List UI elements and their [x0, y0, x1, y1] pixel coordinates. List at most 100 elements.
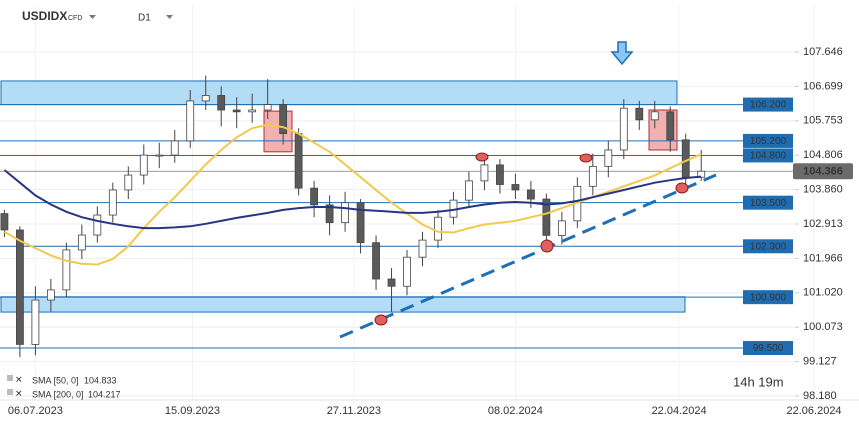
candle-body	[279, 104, 288, 135]
y-tick-label: 101.966	[803, 252, 843, 264]
legend-close[interactable]: ✕	[15, 374, 23, 384]
y-tick-label: 98.180	[803, 390, 837, 402]
legend: ✕ SMA [50, 0] 104.833 ✕ SMA [200, 0] 104…	[7, 374, 121, 399]
symbol-dropdown[interactable]	[89, 15, 96, 19]
candle-body	[604, 149, 613, 167]
level-tag	[743, 239, 793, 254]
y-tick-label: 107.646	[803, 46, 843, 58]
y-tick-label: 99.127	[803, 355, 837, 367]
price-tag	[793, 163, 853, 180]
candle-body	[77, 234, 86, 251]
level-label: 105.200	[750, 136, 787, 147]
candle-body	[341, 202, 349, 224]
candle-body	[16, 229, 24, 345]
down-arrow	[610, 41, 634, 66]
x-tick-label: 22.04.2024	[652, 405, 707, 417]
candle-body	[434, 216, 442, 241]
moving-averages	[3, 123, 702, 266]
candle-body	[31, 299, 40, 345]
level-tag	[743, 148, 793, 163]
marker	[579, 153, 593, 163]
candle-body	[217, 95, 226, 111]
header: USDIDX CFD D1	[22, 9, 173, 24]
candle-body	[93, 214, 102, 236]
y-tick-label: 101.020	[803, 287, 843, 299]
candle-body	[186, 100, 195, 142]
marker	[540, 239, 554, 253]
y-tick-label: 106.699	[803, 80, 843, 92]
level-tag	[743, 97, 793, 112]
level-tag	[743, 195, 793, 210]
legend-icon[interactable]	[7, 389, 13, 395]
legend-close[interactable]: ✕	[15, 388, 23, 398]
annotations	[339, 41, 717, 339]
level-label: 102.300	[750, 241, 787, 252]
candles	[0, 75, 706, 358]
zone	[0, 296, 686, 313]
candle-body	[294, 133, 303, 189]
price-tag-label: 104.366	[803, 166, 843, 178]
candle-body	[232, 109, 241, 113]
y-tick-label: 102.913	[803, 218, 843, 230]
marker	[475, 152, 489, 162]
x-tick-label: 08.02.2024	[488, 405, 543, 417]
trend-line	[339, 173, 717, 339]
x-tick-label: 22.06.2024	[787, 405, 842, 417]
legend-name: SMA [200, 0]	[32, 389, 84, 399]
candle-body	[263, 104, 272, 111]
marker	[374, 314, 388, 326]
y-tick-label: 100.073	[803, 321, 843, 333]
level-label: 100.900	[750, 292, 787, 303]
level-label: 104.800	[750, 151, 787, 162]
legend-value: 104.833	[84, 375, 117, 385]
candle-body	[480, 164, 489, 182]
sma-line	[3, 169, 702, 230]
x-tick-label: 06.07.2023	[8, 405, 63, 417]
y-tick-label: 104.806	[803, 149, 843, 161]
candle-body	[0, 213, 9, 231]
level-tag	[743, 290, 793, 305]
marker	[675, 182, 689, 194]
legend-value: 104.217	[88, 389, 121, 399]
bar-timer: 14h 19m	[733, 374, 784, 389]
x-tick-label: 27.11.2023	[327, 405, 381, 417]
highlight-box	[263, 110, 293, 153]
levels: 106.200 105.200 104.800 103.500 102.300 100.9…	[0, 97, 795, 356]
symbol: USDIDX	[22, 9, 67, 23]
zone	[0, 80, 678, 106]
candle-body	[124, 174, 133, 191]
candle-body	[170, 140, 179, 156]
candle-body	[62, 249, 71, 291]
y-tick-label: 103.860	[803, 184, 843, 196]
candle-body	[155, 154, 164, 157]
level-tag	[743, 341, 793, 356]
zones	[0, 80, 686, 313]
candle-body	[356, 202, 365, 244]
candle-body	[557, 220, 566, 236]
legend-name: SMA [50, 0]	[32, 375, 79, 385]
candle-body	[387, 278, 396, 287]
candle-body	[526, 189, 535, 200]
y-tick-label: 105.753	[803, 115, 843, 127]
candle-body	[46, 289, 55, 301]
level-label: 99.500	[753, 343, 784, 354]
level-tag	[743, 133, 793, 148]
candle-body	[201, 95, 210, 102]
candle-body	[588, 165, 597, 187]
x-tick-label: 15.09.2023	[165, 405, 220, 417]
candle-body	[248, 109, 257, 113]
candle-body	[635, 107, 644, 121]
candle-body	[619, 107, 628, 151]
legend-icon[interactable]	[7, 375, 13, 381]
level-label: 103.500	[750, 198, 787, 209]
candle-body	[403, 256, 411, 287]
timeframe-dropdown[interactable]	[166, 15, 173, 19]
level-label: 106.200	[750, 100, 787, 111]
candle-body	[681, 139, 690, 178]
symbol-type: CFD	[68, 15, 82, 22]
candle-body	[666, 111, 675, 141]
timeframe[interactable]: D1	[138, 13, 151, 24]
